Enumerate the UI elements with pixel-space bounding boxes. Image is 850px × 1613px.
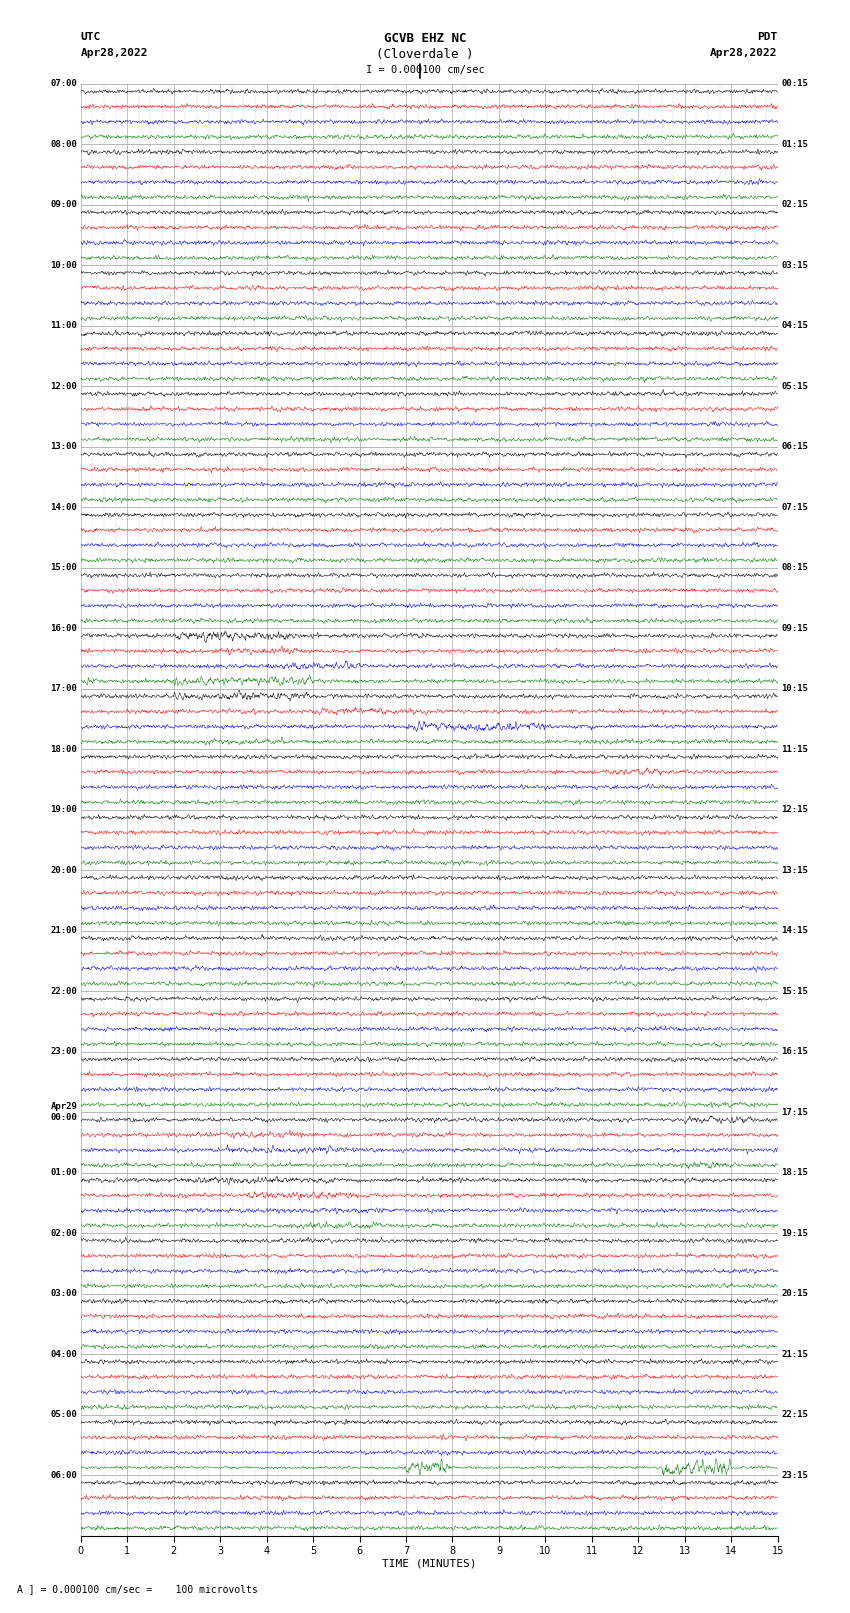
- Text: 22:15: 22:15: [781, 1410, 808, 1419]
- Text: 19:00: 19:00: [50, 805, 77, 815]
- Text: 02:15: 02:15: [781, 200, 808, 210]
- Text: 23:00: 23:00: [50, 1047, 77, 1057]
- Text: 07:00: 07:00: [50, 79, 77, 89]
- Text: 15:15: 15:15: [781, 987, 808, 995]
- Text: Apr28,2022: Apr28,2022: [81, 48, 148, 58]
- Text: 21:15: 21:15: [781, 1350, 808, 1358]
- Text: Apr28,2022: Apr28,2022: [711, 48, 778, 58]
- Text: 13:15: 13:15: [781, 866, 808, 874]
- Text: 11:15: 11:15: [781, 745, 808, 753]
- Text: 18:15: 18:15: [781, 1168, 808, 1177]
- Text: 20:00: 20:00: [50, 866, 77, 874]
- Text: 02:00: 02:00: [50, 1229, 77, 1237]
- Text: 09:00: 09:00: [50, 200, 77, 210]
- Text: 08:15: 08:15: [781, 563, 808, 573]
- Text: 04:15: 04:15: [781, 321, 808, 331]
- Text: 14:00: 14:00: [50, 503, 77, 511]
- Text: 23:15: 23:15: [781, 1471, 808, 1479]
- Text: UTC: UTC: [81, 32, 101, 42]
- Text: 19:15: 19:15: [781, 1229, 808, 1237]
- Text: 17:00: 17:00: [50, 684, 77, 694]
- Text: 10:00: 10:00: [50, 261, 77, 269]
- Text: 06:15: 06:15: [781, 442, 808, 452]
- Text: 18:00: 18:00: [50, 745, 77, 753]
- Text: 06:00: 06:00: [50, 1471, 77, 1479]
- X-axis label: TIME (MINUTES): TIME (MINUTES): [382, 1558, 477, 1569]
- Text: 17:15: 17:15: [781, 1108, 808, 1116]
- Text: GCVB EHZ NC: GCVB EHZ NC: [383, 32, 467, 45]
- Text: 00:15: 00:15: [781, 79, 808, 89]
- Text: 16:15: 16:15: [781, 1047, 808, 1057]
- Text: 22:00: 22:00: [50, 987, 77, 995]
- Text: 04:00: 04:00: [50, 1350, 77, 1358]
- Text: 09:15: 09:15: [781, 624, 808, 632]
- Text: 14:15: 14:15: [781, 926, 808, 936]
- Text: 13:00: 13:00: [50, 442, 77, 452]
- Text: 11:00: 11:00: [50, 321, 77, 331]
- Text: 01:00: 01:00: [50, 1168, 77, 1177]
- Text: 16:00: 16:00: [50, 624, 77, 632]
- Text: 21:00: 21:00: [50, 926, 77, 936]
- Text: 05:15: 05:15: [781, 382, 808, 390]
- Text: I = 0.000100 cm/sec: I = 0.000100 cm/sec: [366, 65, 484, 74]
- Text: 03:15: 03:15: [781, 261, 808, 269]
- Text: (Cloverdale ): (Cloverdale ): [377, 48, 473, 61]
- Text: 12:00: 12:00: [50, 382, 77, 390]
- Text: 20:15: 20:15: [781, 1289, 808, 1298]
- Text: Apr29
00:00: Apr29 00:00: [50, 1102, 77, 1123]
- Text: PDT: PDT: [757, 32, 778, 42]
- Text: 01:15: 01:15: [781, 140, 808, 148]
- Text: 03:00: 03:00: [50, 1289, 77, 1298]
- Text: A ] = 0.000100 cm/sec =    100 microvolts: A ] = 0.000100 cm/sec = 100 microvolts: [17, 1584, 258, 1594]
- Text: 15:00: 15:00: [50, 563, 77, 573]
- Text: 08:00: 08:00: [50, 140, 77, 148]
- Text: 10:15: 10:15: [781, 684, 808, 694]
- Text: 07:15: 07:15: [781, 503, 808, 511]
- Text: 12:15: 12:15: [781, 805, 808, 815]
- Text: 05:00: 05:00: [50, 1410, 77, 1419]
